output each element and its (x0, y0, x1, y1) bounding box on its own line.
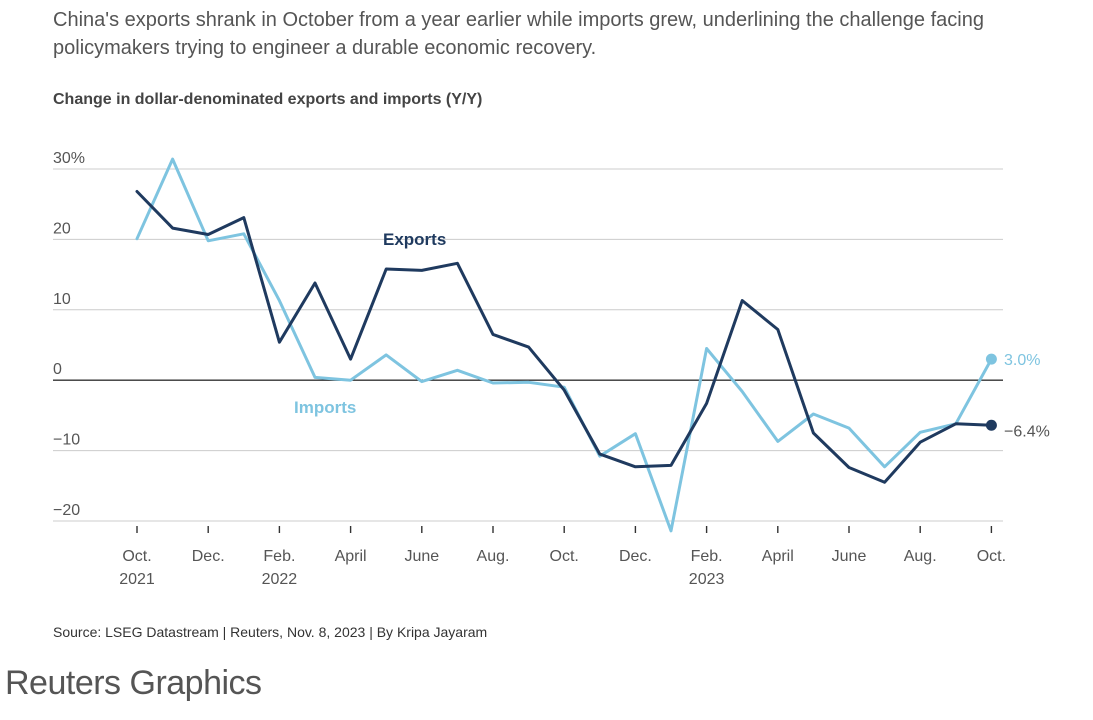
imports-end-point (985, 353, 997, 365)
x-tick-label: Feb. (691, 548, 723, 565)
imports-end-value: 3.0% (1004, 352, 1040, 369)
y-tick-label: 0 (53, 361, 62, 378)
exports-line (135, 190, 993, 484)
line-chart: 30% 20 10 0 −10 −20 Oct. 2021 Dec. Feb. 2022 April… (53, 150, 1050, 588)
x-tick-label: April (762, 548, 794, 565)
y-tick-label: 20 (53, 220, 71, 237)
x-axis-labels: Oct. 2021 Dec. Feb. 2022 April June Aug. Oct. Dec… (119, 526, 1006, 588)
brand-logo: Reuters Graphics (5, 664, 262, 702)
exports-end-point (985, 419, 997, 431)
exports-end-value: −6.4% (1004, 423, 1050, 440)
x-tick-label: Dec. (192, 548, 225, 565)
y-tick-label: 10 (53, 291, 71, 308)
x-tick-label: Dec. (619, 548, 652, 565)
imports-line (135, 157, 993, 533)
x-tick-label: Oct. (122, 548, 151, 565)
x-tick-label: Oct. (550, 548, 579, 565)
grid-lines (53, 168, 1003, 522)
x-tick-label: Oct. (977, 548, 1006, 565)
x-tick-year-label: 2023 (689, 571, 725, 588)
y-tick-label: 30% (53, 150, 85, 167)
x-tick-label: April (335, 548, 367, 565)
y-tick-label: −10 (53, 432, 80, 449)
y-tick-label: −20 (53, 502, 80, 519)
x-tick-year-label: 2022 (262, 571, 298, 588)
imports-series-label: Imports (294, 398, 356, 417)
exports-series-label: Exports (383, 230, 446, 249)
series-labels: Exports Imports 3.0% −6.4% (294, 230, 1050, 440)
x-tick-label: June (404, 548, 439, 565)
chart-subtitle: China's exports shrank in October from a… (53, 9, 984, 59)
x-tick-year-label: 2021 (119, 571, 155, 588)
chart-title: Change in dollar-denominated exports and… (53, 91, 483, 108)
x-tick-label: Aug. (477, 548, 510, 565)
x-tick-label: Feb. (263, 548, 295, 565)
y-axis-labels: 30% 20 10 0 −10 −20 (53, 150, 85, 519)
source-note: Source: LSEG Datastream | Reuters, Nov. … (53, 624, 488, 640)
x-tick-label: Aug. (904, 548, 937, 565)
x-tick-label: June (832, 548, 867, 565)
series-lines (135, 157, 997, 533)
